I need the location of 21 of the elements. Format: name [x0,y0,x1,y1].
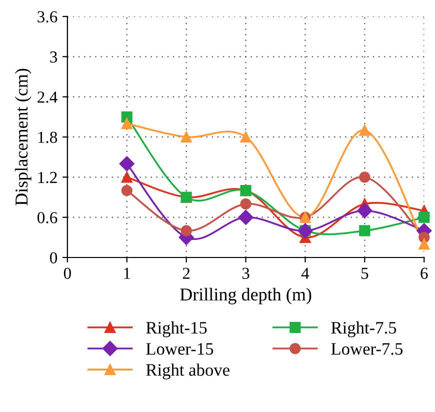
y-tick-label: 0.6 [38,212,58,224]
legend-label: Right-7.5 [331,321,396,338]
legend-label: Lower-15 [146,343,214,355]
legend-label: Lower-7.5 [331,343,403,355]
y-tick-label: 2.4 [38,92,58,103]
x-tick-label: 0 [64,268,71,279]
y-tick-label: 1.2 [38,172,57,184]
legend-label: Right above [146,364,230,380]
x-tick-label: 6 [420,268,428,279]
x-tick-label: 1 [124,268,130,279]
x-tick-label: 3 [242,268,250,279]
y-tick-label: 3 [50,51,58,63]
y-tick-label: 3.6 [38,11,58,22]
x-tick-label: 5 [361,268,368,279]
x-tick-label: 2 [182,268,190,279]
x-tick-label: 4 [301,268,310,279]
y-tick-label: 1.8 [38,132,58,144]
legend-label: Right-15 [146,321,207,338]
y-axis-title: Displacement (cm) [14,68,32,206]
y-tick-label: 0 [50,252,58,264]
x-axis-title: Drilling depth (m) [180,288,312,304]
